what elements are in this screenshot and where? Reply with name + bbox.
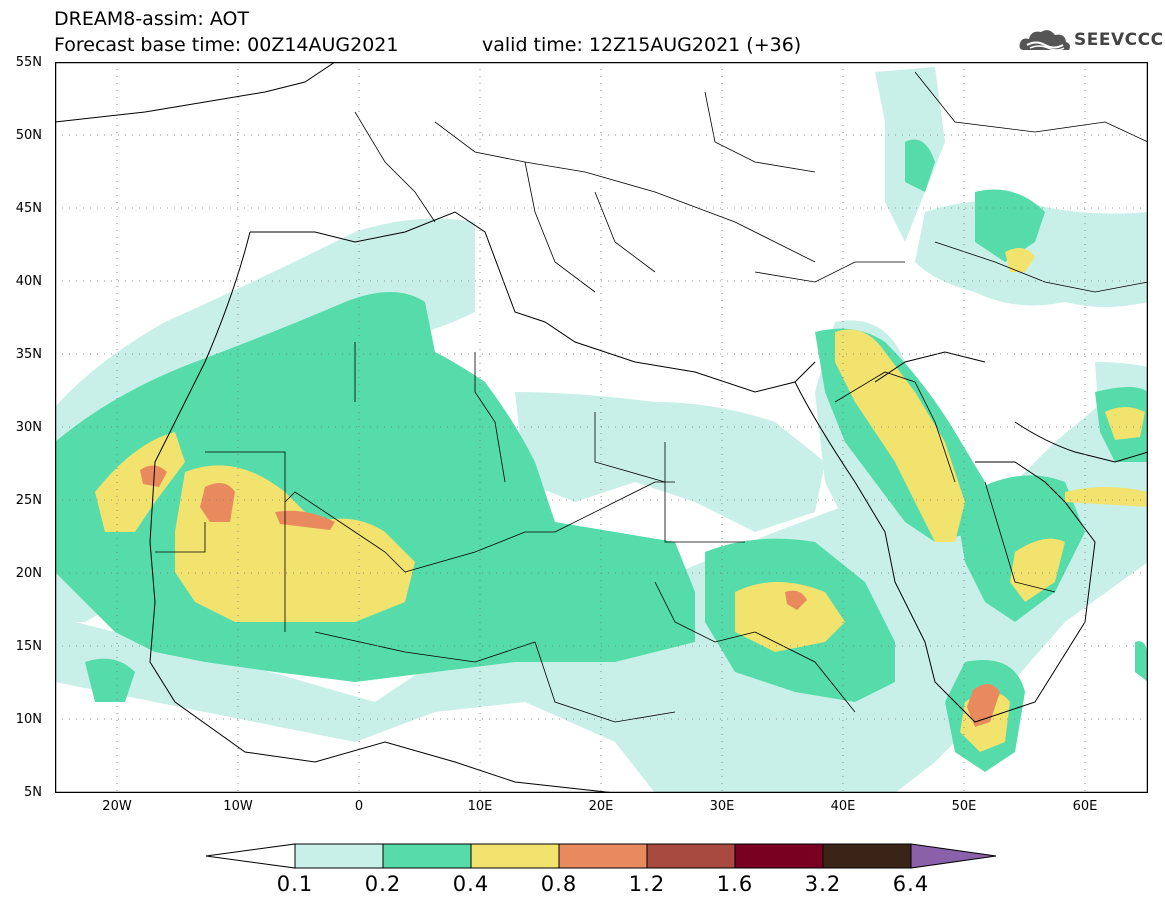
lon-label: 10W xyxy=(223,799,253,814)
lon-label: 20W xyxy=(102,799,132,814)
legend-level-label: 6.4 xyxy=(892,872,930,896)
lon-label: 20E xyxy=(588,799,614,814)
legend-swatch xyxy=(382,843,472,869)
legend-level-label: 1.2 xyxy=(628,872,666,896)
map-frame xyxy=(55,62,1148,793)
lon-label: 60E xyxy=(1072,799,1098,814)
lat-label: 45N xyxy=(15,201,42,216)
lat-label: 40N xyxy=(15,274,42,289)
lat-label: 25N xyxy=(15,493,42,508)
aot-map xyxy=(55,62,1148,793)
cloud-icon xyxy=(1019,30,1070,51)
seevccc-logo: SEEVCCC xyxy=(1018,26,1163,56)
color-legend xyxy=(205,842,998,870)
legend-arrow-low xyxy=(205,843,296,869)
lon-label: 10E xyxy=(467,799,493,814)
legend-swatch xyxy=(470,843,560,869)
legend-level-label: 3.2 xyxy=(804,872,842,896)
legend-swatch xyxy=(822,843,912,869)
lat-label: 15N xyxy=(15,639,42,654)
legend-swatch xyxy=(734,843,824,869)
graticule xyxy=(55,62,1148,793)
lat-label: 10N xyxy=(15,712,42,727)
coastlines xyxy=(55,62,1148,793)
legend-arrow-high xyxy=(910,843,997,869)
lat-label: 55N xyxy=(15,55,42,70)
legend-level-label: 0.1 xyxy=(276,872,314,896)
legend-level-label: 1.6 xyxy=(716,872,754,896)
logo-text: SEEVCCC xyxy=(1074,30,1164,50)
legend-bar xyxy=(205,843,997,869)
lon-label: 40E xyxy=(830,799,856,814)
map-canvas xyxy=(55,62,1148,793)
legend-level-label: 0.4 xyxy=(452,872,490,896)
legend-swatch xyxy=(646,843,736,869)
lat-label: 20N xyxy=(15,566,42,581)
map-title: DREAM8-assim: AOT xyxy=(54,8,250,30)
forecast-base-time: Forecast base time: 00Z14AUG2021 xyxy=(54,34,399,56)
lon-label: 50E xyxy=(951,799,977,814)
legend-level-label: 0.2 xyxy=(364,872,402,896)
country-borders xyxy=(155,71,1148,723)
lon-label: 30E xyxy=(709,799,735,814)
legend-swatch xyxy=(558,843,648,869)
legend-swatch xyxy=(294,843,384,869)
legend-level-label: 0.8 xyxy=(540,872,578,896)
aot-very-high-field xyxy=(140,465,1000,727)
lat-label: 5N xyxy=(24,785,42,800)
lon-label: 0 xyxy=(354,799,364,814)
lat-label: 30N xyxy=(15,420,42,435)
valid-time: valid time: 12Z15AUG2021 (+36) xyxy=(482,34,802,56)
lat-label: 35N xyxy=(15,347,42,362)
lat-label: 50N xyxy=(15,128,42,143)
